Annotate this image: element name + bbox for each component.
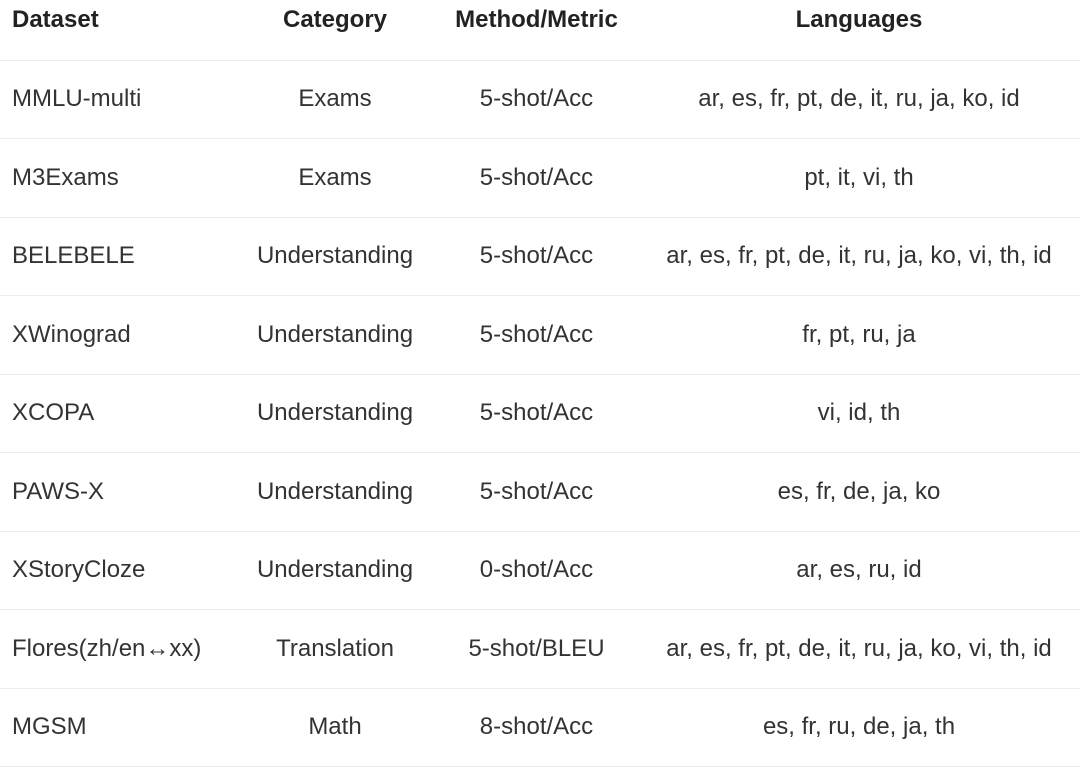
languages-cell: pt, it, vi, th [638, 138, 1080, 218]
category-cell: Understanding [235, 452, 435, 532]
table-row: M3Exams Exams 5-shot/Acc pt, it, vi, th [0, 138, 1080, 218]
header-dataset: Dataset [0, 0, 235, 61]
table-row: XCOPA Understanding 5-shot/Acc vi, id, th [0, 374, 1080, 453]
languages-cell: ar, es, fr, pt, de, it, ru, ja, ko, id [638, 60, 1080, 139]
dataset-cell: XCOPA [0, 374, 235, 453]
header-row: Dataset Category Method/Metric Languages [0, 0, 1080, 61]
method-metric-cell: 0-shot/Acc [435, 531, 638, 610]
method-metric-cell: 5-shot/Acc [435, 374, 638, 453]
languages-cell: es, fr, ru, de, ja, th [638, 688, 1080, 767]
header-method-metric: Method/Metric [435, 0, 638, 61]
method-metric-cell: 5-shot/Acc [435, 60, 638, 139]
method-metric-cell: 5-shot/Acc [435, 217, 638, 296]
category-cell: Exams [235, 138, 435, 218]
dataset-cell: PAWS-X [0, 452, 235, 532]
dataset-cell: BELEBELE [0, 217, 235, 296]
method-metric-cell: 5-shot/Acc [435, 295, 638, 375]
dataset-cell: XWinograd [0, 295, 235, 375]
category-cell: Understanding [235, 531, 435, 610]
table-row: Flores(zh/en↔xx) Translation 5-shot/BLEU ar… [0, 609, 1080, 689]
method-metric-cell: 5-shot/BLEU [435, 609, 638, 689]
languages-cell: es, fr, de, ja, ko [638, 452, 1080, 532]
table-row: XStoryCloze Understanding 0-shot/Acc ar, es… [0, 531, 1080, 610]
category-cell: Math [235, 688, 435, 767]
dataset-cell: Flores(zh/en↔xx) [0, 609, 235, 689]
languages-cell: fr, pt, ru, ja [638, 295, 1080, 375]
category-cell: Understanding [235, 217, 435, 296]
header-languages: Languages [638, 0, 1080, 61]
category-cell: Understanding [235, 374, 435, 453]
header-category: Category [235, 0, 435, 61]
languages-cell: ar, es, fr, pt, de, it, ru, ja, ko, vi, … [638, 217, 1080, 296]
languages-cell: ar, es, ru, id [638, 531, 1080, 610]
category-cell: Exams [235, 60, 435, 139]
languages-cell: vi, id, th [638, 374, 1080, 453]
category-cell: Translation [235, 609, 435, 689]
dataset-cell: XStoryCloze [0, 531, 235, 610]
method-metric-cell: 8-shot/Acc [435, 688, 638, 767]
table-row: BELEBELE Understanding 5-shot/Acc ar, es, f… [0, 217, 1080, 296]
dataset-cell: MGSM [0, 688, 235, 767]
table-row: XWinograd Understanding 5-shot/Acc fr, pt, … [0, 295, 1080, 375]
languages-cell: ar, es, fr, pt, de, it, ru, ja, ko, vi, … [638, 609, 1080, 689]
table-row: PAWS-X Understanding 5-shot/Acc es, fr, de,… [0, 452, 1080, 532]
table-row: MGSM Math 8-shot/Acc es, fr, ru, de, ja, th [0, 688, 1080, 767]
dataset-cell: MMLU-multi [0, 60, 235, 139]
method-metric-cell: 5-shot/Acc [435, 452, 638, 532]
method-metric-cell: 5-shot/Acc [435, 138, 638, 218]
table-row: MMLU-multi Exams 5-shot/Acc ar, es, fr, pt,… [0, 60, 1080, 139]
category-cell: Understanding [235, 295, 435, 375]
dataset-cell: M3Exams [0, 138, 235, 218]
